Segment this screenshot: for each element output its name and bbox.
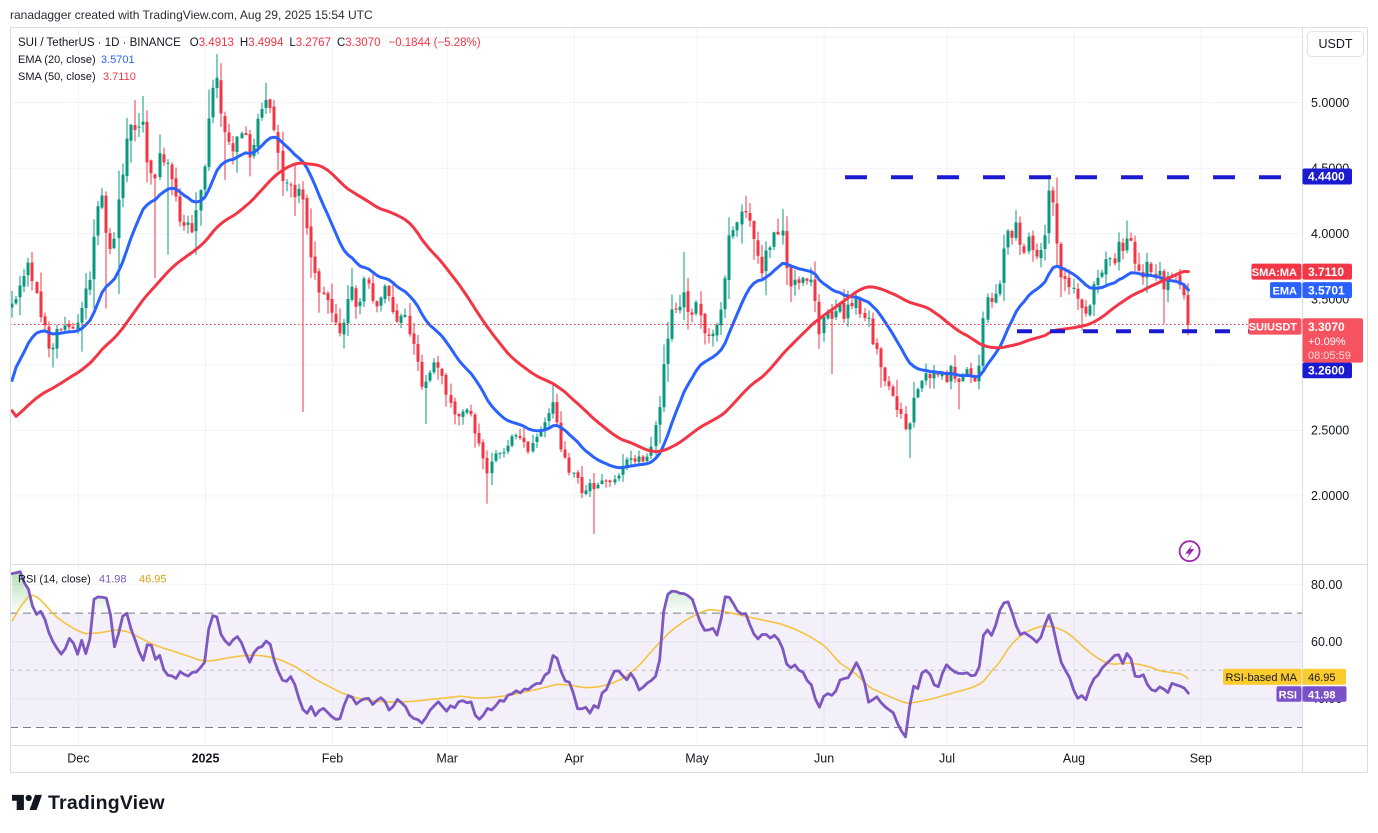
svg-text:46.95: 46.95 [139,574,167,586]
svg-text:USDT: USDT [1318,37,1352,51]
svg-text:2025: 2025 [192,752,220,766]
svg-text:Mar: Mar [436,752,458,766]
svg-text:SUIUSDT: SUIUSDT [1249,322,1298,334]
svg-text:SMA:MA: SMA:MA [1252,267,1297,279]
svg-text:41.98: 41.98 [1308,689,1336,701]
svg-text:Aug: Aug [1063,752,1085,766]
svg-text:TradingView: TradingView [48,792,165,814]
svg-text:60.00: 60.00 [1311,635,1342,649]
svg-text:3.7110: 3.7110 [103,71,136,83]
svg-text:RSI-based MA: RSI-based MA [1225,672,1297,684]
svg-text:2.0000: 2.0000 [1311,489,1349,503]
svg-text:4.0000: 4.0000 [1311,227,1349,241]
svg-text:3.2600: 3.2600 [1308,364,1345,378]
svg-text:Dec: Dec [67,752,89,766]
svg-text:3.5701: 3.5701 [1308,283,1345,297]
svg-text:5.0000: 5.0000 [1311,96,1349,110]
svg-text:4.4400: 4.4400 [1308,170,1345,184]
svg-text:Apr: Apr [564,752,583,766]
svg-text:ranadagger created with Tradin: ranadagger created with TradingView.com,… [10,8,373,22]
svg-text:Feb: Feb [322,752,344,766]
svg-text:EMA: EMA [1273,285,1298,297]
svg-text:2.5000: 2.5000 [1311,424,1349,438]
svg-text:RSI: RSI [1279,689,1297,701]
svg-text:3.7110: 3.7110 [1308,265,1344,279]
svg-text:3.3070: 3.3070 [1308,320,1345,334]
svg-text:EMA (20, close): EMA (20, close) [18,54,96,66]
svg-text:Sep: Sep [1190,752,1212,766]
svg-text:41.98: 41.98 [99,574,127,586]
svg-text:May: May [685,752,709,766]
svg-text:80.00: 80.00 [1311,578,1342,592]
svg-text:08:05:59: 08:05:59 [1308,350,1351,362]
svg-text:Jun: Jun [814,752,834,766]
svg-text:SMA (50, close): SMA (50, close) [18,71,96,83]
svg-text:46.95: 46.95 [1308,672,1336,684]
svg-text:3.5701: 3.5701 [101,54,135,66]
svg-text:RSI (14, close): RSI (14, close) [18,574,91,586]
svg-text:+0.09%: +0.09% [1308,336,1346,348]
svg-text:Jul: Jul [939,752,955,766]
